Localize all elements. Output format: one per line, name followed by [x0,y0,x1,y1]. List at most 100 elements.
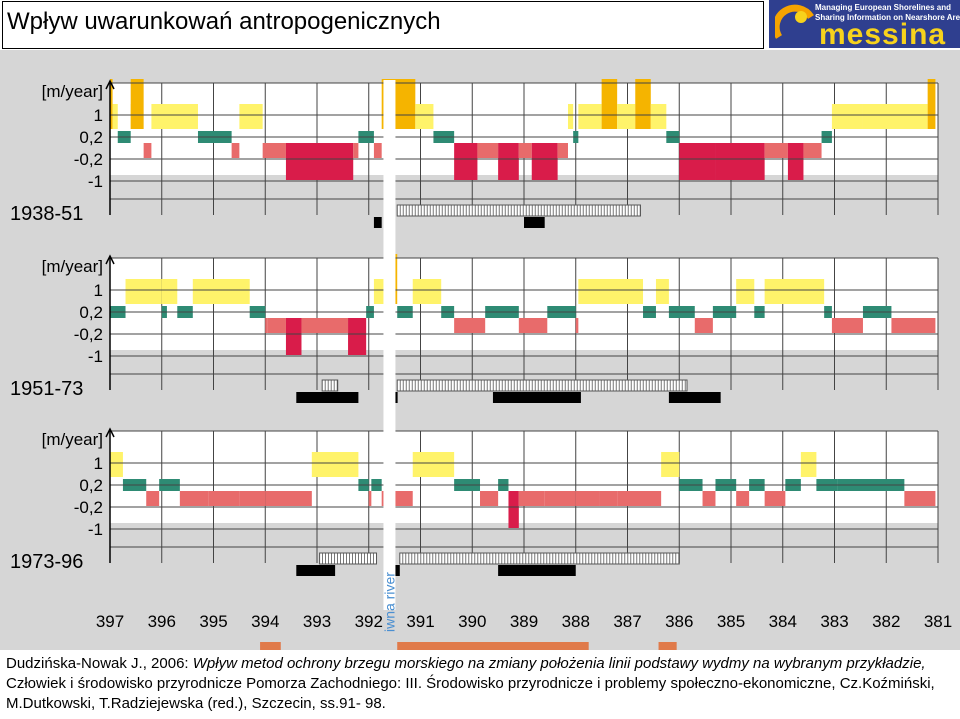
citation-title: Wpływ metod ochrony brzegu morskiego na … [192,655,926,672]
change-bar [143,143,152,158]
seawall [394,392,398,403]
change-bar [715,143,765,180]
change-bar [267,318,286,333]
period-label: 1973-96 [10,551,83,573]
change-bar [617,104,636,129]
citation-rest: Człowiek i środowisko przyrodnicze Pomor… [6,675,935,712]
change-bar [575,491,600,506]
change-bar [125,279,162,304]
x-tick-label: 393 [303,612,331,631]
change-bar [661,452,680,477]
messina-logo: Managing European Shorelines and Sharing… [769,0,960,51]
x-tick-label: 397 [96,612,124,631]
panel-1973-96 [105,427,939,576]
shoreline-change-chart: [m/year] 1 0,2 -0,2 -1 1938-51 [m/year] 1 0,2 -0,… [10,79,952,650]
y-tick-label: -1 [88,172,103,191]
change-bar [764,491,786,506]
groin-field [396,379,688,392]
y-tick-label: 1 [94,454,103,473]
seawall [668,392,721,403]
x-tick-label: 386 [665,612,693,631]
change-bar [239,491,266,506]
change-bar [239,104,263,129]
change-bar [518,491,545,506]
change-bar [412,279,442,304]
logo-word: messina [819,18,947,51]
change-bar [480,491,499,506]
change-bar [679,143,716,180]
x-tick-label: 382 [872,612,900,631]
chart-panel: [m/year] 1 0,2 -0,2 -1 1938-51 [m/year] 1 0,2 -0,… [0,50,960,650]
change-bar [655,279,669,304]
change-bar [891,318,936,333]
panel-1938-51 [105,79,939,228]
x-tick-label: 389 [510,612,538,631]
change-bar [498,143,519,180]
change-bar [578,104,602,129]
change-bar [192,279,250,304]
seawall [296,565,336,576]
x-tick-label: 381 [924,612,952,631]
change-bar [373,143,382,158]
y-tick-label: 1 [94,281,103,300]
change-bar [831,318,863,333]
x-tick-label: 396 [148,612,176,631]
change-bar [803,143,822,158]
change-bar [518,318,548,333]
seawall [373,217,382,228]
change-bar [231,143,240,158]
change-bar [151,104,198,129]
x-tick-label: 388 [562,612,590,631]
x-tick-label: 395 [199,612,227,631]
river-label: iwna river [381,572,397,632]
change-bar [146,491,160,506]
town-bar [260,642,281,650]
change-bar [265,491,312,506]
seawall [394,565,400,576]
change-bar [787,143,804,180]
change-bar [110,452,123,477]
x-tick-label: 383 [820,612,848,631]
change-bar [702,491,716,506]
y-axis-arrow [105,254,115,265]
citation-author: Dudzińska-Nowak J. [6,655,143,672]
change-bar [208,491,240,506]
groin-field [319,552,378,565]
y-tick-label: -0,2 [74,498,103,517]
change-bar [112,104,118,129]
change-bar [265,318,268,333]
town-bar [658,642,677,650]
y-axis-arrow [105,79,115,90]
change-bar [415,104,434,129]
change-bar [764,279,825,304]
citation: Dudzińska-Nowak J., 2006: Wpływ metod oc… [6,654,956,714]
change-bar [617,491,662,506]
y-tick-label: -0,2 [74,150,103,169]
page-title: Wpływ uwarunkowań antropogenicznych [7,8,441,35]
change-bar [904,491,936,506]
x-tick-label: 384 [769,612,797,631]
change-bar [862,104,928,129]
seawall [524,217,545,228]
change-bar [601,79,618,129]
change-bar [557,143,568,158]
change-bar [650,104,667,129]
change-bar [285,143,354,180]
change-bar [800,452,817,477]
y-tick-label: 0,2 [79,476,103,495]
y-tick-label: 1 [94,106,103,125]
y-tick-label: -1 [88,347,103,366]
change-bar [412,452,455,477]
change-bar [575,318,579,333]
logo-tagline: Managing European Shorelines and Sharing… [815,3,960,22]
change-bar [927,79,936,129]
change-bar [544,491,576,506]
y-axis-unit: [m/year] [42,82,103,101]
seawall [492,392,581,403]
slide-header: Wpływ uwarunkowań antropogenicznych Mana… [0,0,960,51]
change-bar [311,452,359,477]
change-bar [477,143,499,158]
x-tick-label: 390 [458,612,486,631]
y-axis-unit: [m/year] [42,257,103,276]
change-bar [764,143,788,158]
